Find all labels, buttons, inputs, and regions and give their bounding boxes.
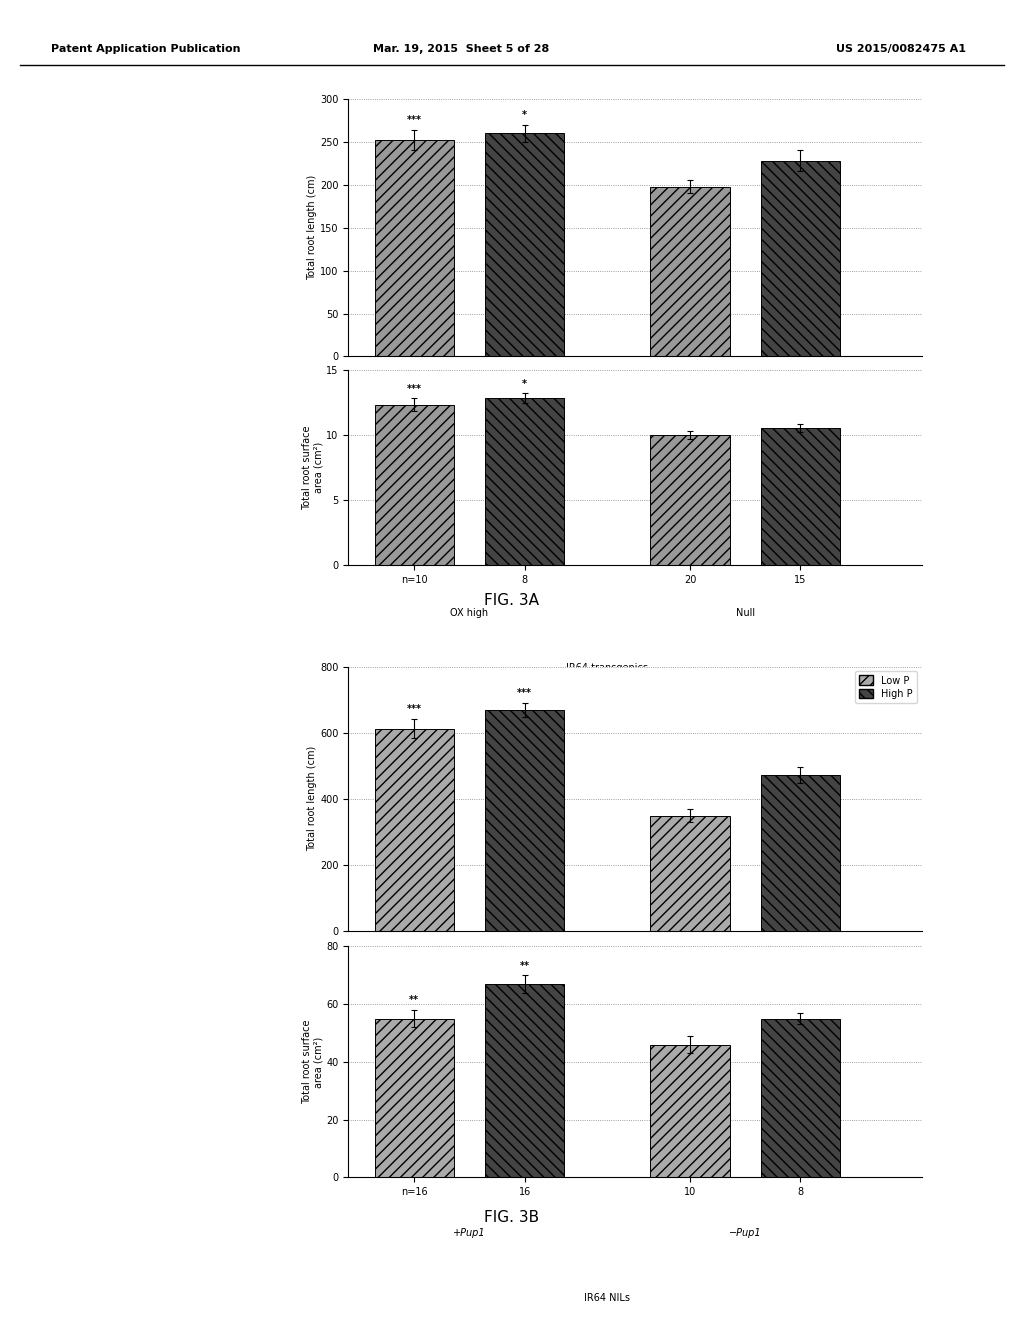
Text: OX high: OX high	[451, 609, 488, 618]
Text: *: *	[522, 110, 527, 120]
Bar	[485, 983, 564, 1177]
Text: ***: ***	[407, 115, 422, 125]
Bar	[485, 710, 564, 931]
Text: −Pup1: −Pup1	[729, 1228, 762, 1238]
Bar	[375, 1019, 454, 1177]
Y-axis label: Total root length (cm): Total root length (cm)	[307, 176, 317, 280]
Bar	[650, 186, 730, 356]
Bar	[485, 399, 564, 565]
Bar	[650, 434, 730, 565]
Text: *: *	[522, 379, 527, 389]
Y-axis label: Total root surface
area (cm²): Total root surface area (cm²)	[302, 425, 324, 510]
Bar	[375, 729, 454, 931]
Bar	[650, 816, 730, 931]
Text: ***: ***	[407, 704, 422, 714]
Bar	[375, 140, 454, 356]
Text: Null: Null	[735, 609, 755, 618]
Text: US 2015/0082475 A1: US 2015/0082475 A1	[837, 44, 966, 54]
Text: Mar. 19, 2015  Sheet 5 of 28: Mar. 19, 2015 Sheet 5 of 28	[373, 44, 549, 54]
Bar	[761, 775, 840, 931]
Bar	[485, 133, 564, 356]
Text: +Pup1: +Pup1	[454, 1228, 485, 1238]
Text: **: **	[519, 961, 529, 970]
Text: Patent Application Publication: Patent Application Publication	[51, 44, 241, 54]
Bar	[761, 161, 840, 356]
Text: ***: ***	[517, 688, 532, 697]
Y-axis label: Total root length (cm): Total root length (cm)	[307, 746, 317, 851]
Text: FIG. 3A: FIG. 3A	[484, 593, 540, 609]
Text: IR64 transgenics: IR64 transgenics	[566, 663, 648, 673]
Y-axis label: Total root surface
area (cm²): Total root surface area (cm²)	[302, 1019, 324, 1105]
Bar	[761, 1019, 840, 1177]
Text: **: **	[410, 995, 419, 1006]
Bar	[375, 405, 454, 565]
Text: IR64 NILs: IR64 NILs	[585, 1292, 631, 1303]
Legend: Low P, High P: Low P, High P	[855, 672, 916, 702]
Text: ***: ***	[407, 384, 422, 395]
Bar	[650, 1044, 730, 1177]
Bar	[761, 428, 840, 565]
Text: FIG. 3B: FIG. 3B	[484, 1209, 540, 1225]
